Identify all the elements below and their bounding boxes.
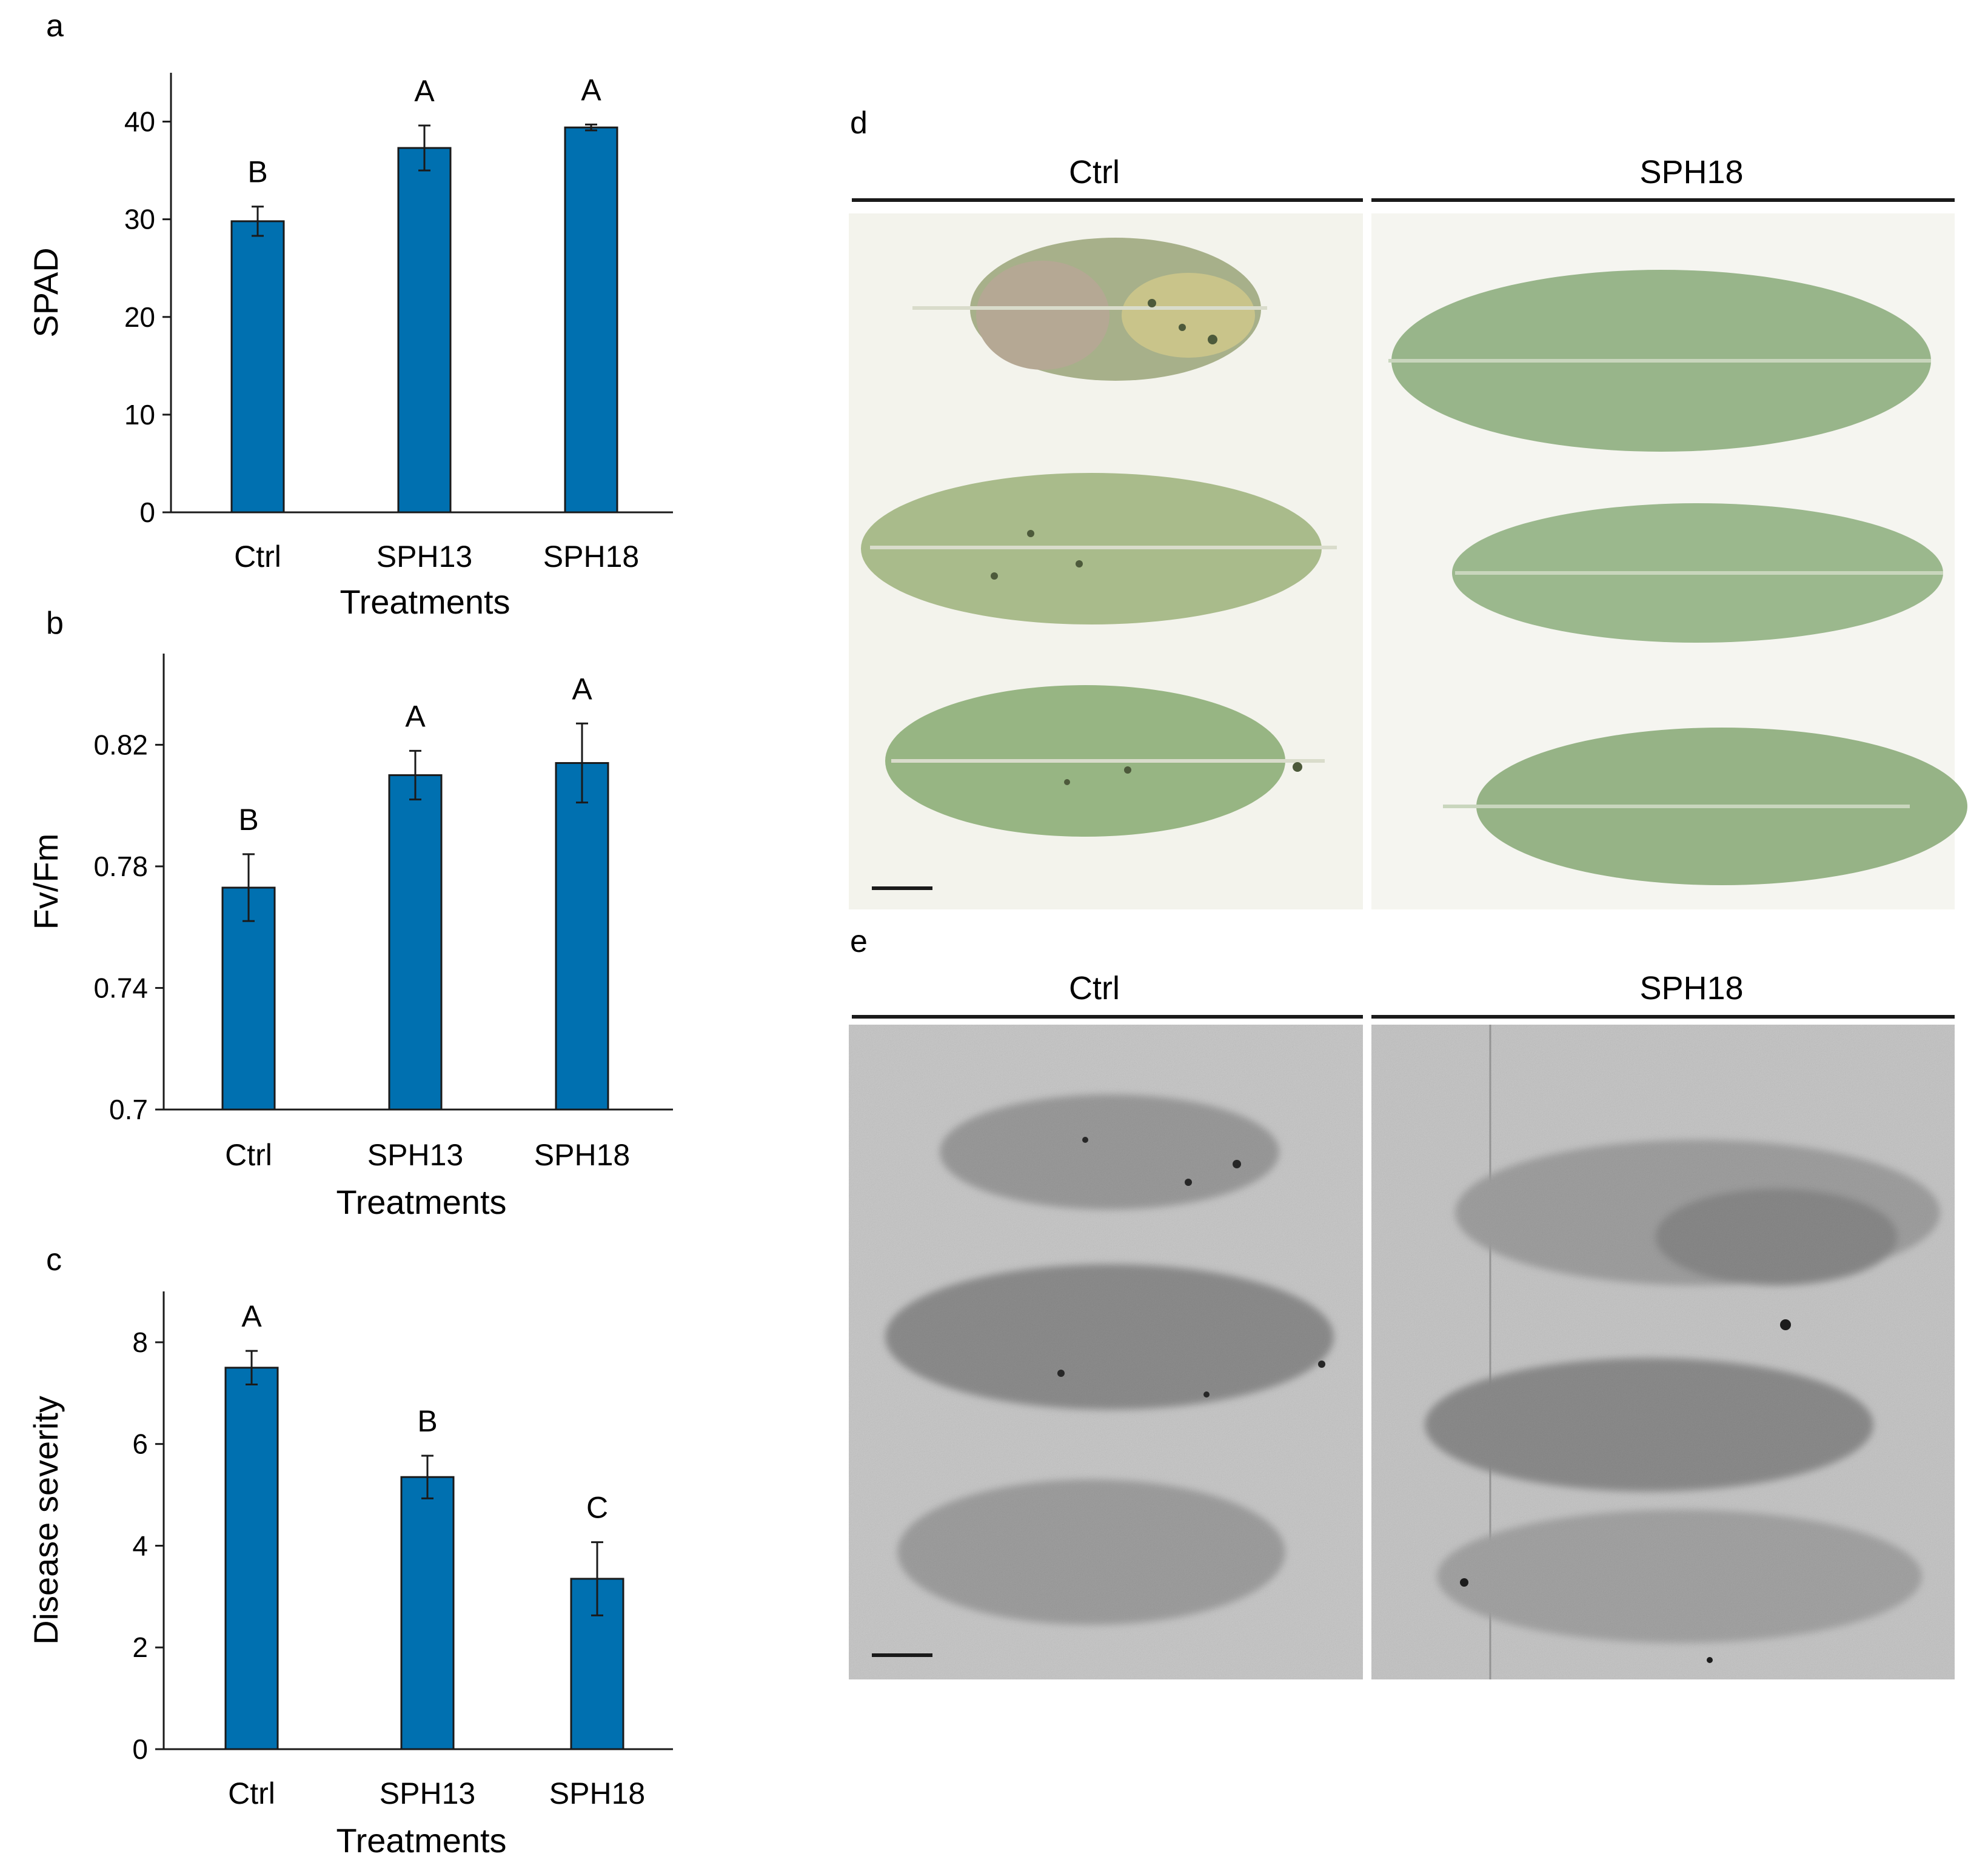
panel-letter-e: e: [850, 924, 868, 959]
panel-d-left-header: Ctrl: [1069, 154, 1120, 190]
significance-letter: A: [581, 73, 601, 107]
y-tick-label: 6: [132, 1428, 148, 1460]
panel-letter-b: b: [46, 606, 64, 641]
chart-panel-b: b 0.7 0.74 0.78 0.82 Fv/Fm B Ctrl A SPH13 A SPH18 Tr…: [27, 606, 673, 1221]
panel-e: e Ctrl SPH18: [849, 924, 1955, 1679]
bar-sph13: [397, 147, 452, 514]
bar-sph13: [400, 1476, 455, 1750]
x-axis-label: Treatments: [336, 1183, 506, 1221]
significance-letter: C: [586, 1491, 608, 1525]
bar-charts: a010203040SPADBCtrlASPH13ASPH18Treatment…: [27, 8, 673, 1860]
category-label: Ctrl: [234, 540, 281, 574]
leaf-scan-ctrl: [849, 213, 1363, 909]
bar-ctrl: [230, 220, 285, 514]
category-label: SPH18: [534, 1138, 630, 1172]
y-axis-label: Disease severity: [27, 1396, 65, 1645]
category-label: SPH18: [543, 540, 639, 574]
significance-letter: A: [414, 74, 435, 108]
significance-letter: B: [238, 803, 258, 837]
y-tick-label: 20: [124, 301, 155, 333]
category-label: SPH13: [367, 1138, 463, 1172]
panel-d-right-header: SPH18: [1639, 154, 1743, 190]
bar-sph18: [564, 126, 618, 514]
y-tick-label: 0.78: [93, 851, 148, 882]
significance-letter: A: [405, 699, 426, 733]
panel-d: d Ctrl SPH18: [849, 105, 1967, 909]
gray-image-sph18: [1371, 1025, 1955, 1679]
y-axis-label: Fv/Fm: [27, 834, 65, 930]
bar-sph18: [555, 762, 609, 1111]
y-tick-label: 2: [132, 1632, 148, 1663]
chart-panel-c: c 0 2 4 6 8 Disease severity A Ctrl B SPH13 C SPH18 T…: [27, 1242, 673, 1860]
y-tick-label: 4: [132, 1530, 148, 1561]
panel-letter-a: a: [46, 8, 64, 44]
significance-letter: B: [247, 155, 267, 189]
gray-image-ctrl: [849, 1025, 1363, 1679]
bar-sph13: [388, 774, 443, 1111]
y-tick-label: 0: [139, 497, 155, 528]
y-tick-label: 0: [132, 1733, 148, 1765]
y-tick-label: 10: [124, 399, 155, 430]
significance-letter: A: [241, 1299, 262, 1333]
category-label: SPH13: [380, 1776, 475, 1810]
category-label: SPH13: [377, 540, 472, 574]
panel-e-left-header: Ctrl: [1069, 970, 1120, 1006]
y-tick-label: 8: [132, 1327, 148, 1358]
panel-letter-c: c: [46, 1242, 62, 1277]
category-label: Ctrl: [225, 1138, 272, 1172]
panel-letter-d: d: [850, 105, 868, 141]
bar-ctrl: [221, 886, 276, 1111]
category-label: SPH18: [549, 1776, 645, 1810]
significance-letter: A: [572, 672, 592, 706]
y-tick-label: 0.74: [93, 972, 148, 1003]
y-tick-label: 40: [124, 106, 155, 138]
y-axis-label: SPAD: [27, 247, 65, 337]
y-tick-label: 30: [124, 204, 155, 235]
bar-ctrl: [224, 1367, 279, 1750]
y-tick-label: 0.82: [93, 729, 148, 760]
category-label: Ctrl: [228, 1776, 275, 1810]
significance-letter: B: [417, 1404, 437, 1438]
x-axis-label: Treatments: [336, 1821, 506, 1860]
x-axis-label: Treatments: [340, 583, 510, 621]
panel-e-right-header: SPH18: [1639, 970, 1743, 1006]
leaf-scan-sph18: [1371, 213, 1967, 909]
chart-panel-a: a 0 10 20 30 40 SPAD B Ctrl A SPH13 A SPH18 Treatment…: [27, 8, 673, 621]
y-tick-label: 0.7: [109, 1094, 148, 1125]
